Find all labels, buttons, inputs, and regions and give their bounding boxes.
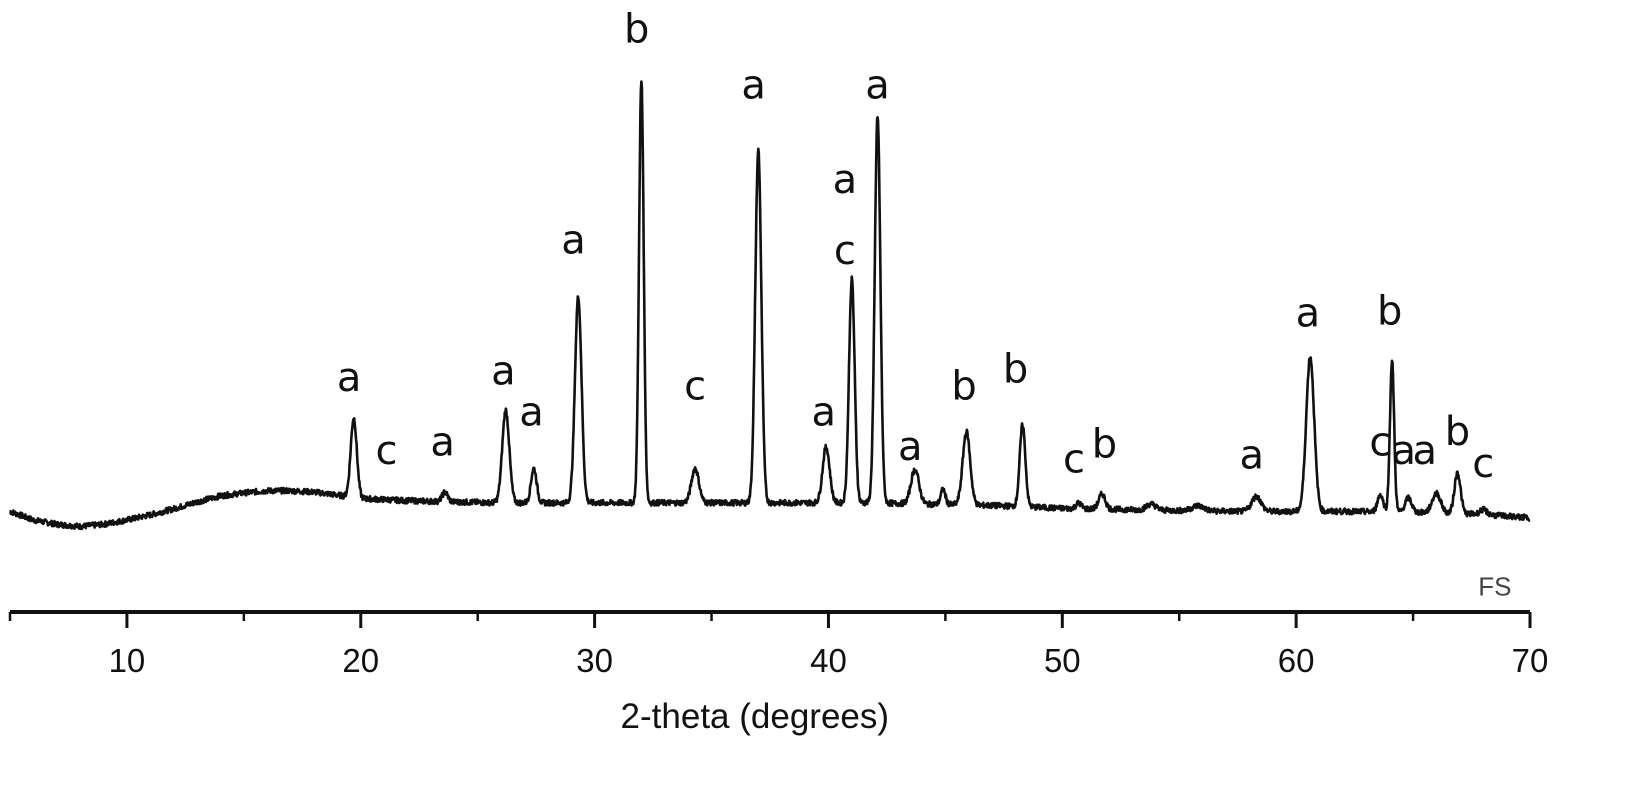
x-tick-label: 50: [1044, 642, 1081, 679]
peak-label-b: b: [1092, 422, 1117, 468]
peak-label-a: a: [1413, 428, 1438, 474]
peak-label-c: c: [1063, 437, 1085, 483]
peak-label-a: a: [519, 389, 544, 435]
x-tick-label: 30: [576, 642, 613, 679]
peak-label-a: a: [812, 389, 837, 435]
peak-label-c: c: [684, 364, 706, 410]
series-label-fs: FS: [1478, 571, 1511, 601]
peak-label-b: b: [1377, 288, 1402, 334]
series-line-fs: [9, 80, 1531, 531]
peak-label-a: a: [337, 355, 362, 401]
peak-label-a: a: [865, 63, 890, 109]
x-axis: 10 20 30 40 50 60 70: [8, 610, 1549, 679]
peak-label-a: a: [1296, 291, 1321, 337]
x-tick-label: 40: [810, 642, 847, 679]
peak-label-a: a: [1391, 428, 1416, 474]
peak-label-b: b: [951, 364, 976, 410]
peak-label-a: a: [430, 420, 455, 466]
peak-label-a: a: [741, 63, 766, 109]
peak-label-a: a: [833, 157, 858, 203]
x-tick-label: 60: [1278, 642, 1315, 679]
peak-label-a: a: [1239, 432, 1264, 478]
series-layer: FS: [9, 80, 1531, 601]
x-tick-label: 70: [1512, 642, 1549, 679]
peak-label-b: b: [624, 7, 649, 53]
peak-label-c: c: [834, 228, 856, 274]
peak-label-c: c: [1369, 420, 1391, 466]
x-axis-title: 2-theta (degrees): [621, 697, 889, 736]
x-tick-label: 10: [109, 642, 146, 679]
peak-label-b: b: [1003, 346, 1028, 392]
peak-label-a: a: [561, 217, 586, 263]
x-tick-label: 20: [342, 642, 379, 679]
peak-label-b: b: [1445, 409, 1470, 455]
peak-label-a: a: [898, 424, 923, 470]
peak-label-c: c: [375, 428, 397, 474]
peak-label-a: a: [491, 349, 516, 395]
peak-label-c: c: [1472, 441, 1494, 487]
